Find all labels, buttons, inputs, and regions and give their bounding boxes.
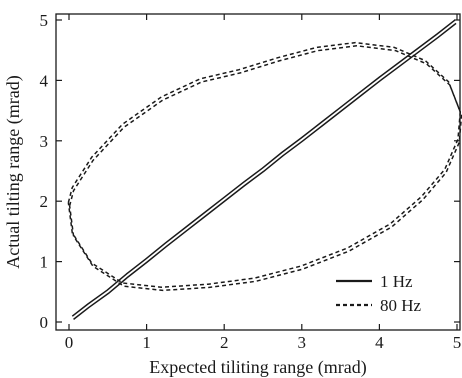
series-line-0-trace-1 xyxy=(73,22,457,320)
y-tick-label: 0 xyxy=(40,313,49,332)
x-tick-label: 4 xyxy=(375,333,384,352)
y-tick-label: 1 xyxy=(40,253,49,272)
y-tick-label: 2 xyxy=(40,192,49,211)
legend-label-1hz: 1 Hz xyxy=(380,272,413,291)
legend-label-80hz: 80 Hz xyxy=(380,296,422,315)
x-tick-label: 5 xyxy=(453,333,462,352)
series-1-hz xyxy=(71,19,457,320)
y-axis-title: Actual tilting range (mrad) xyxy=(3,75,24,268)
axis-tick-labels: 0 1 2 3 4 5 0 1 2 3 4 5 xyxy=(40,11,462,352)
series-line-0-trace-0 xyxy=(71,19,456,317)
series-line-1-trace-0 xyxy=(67,41,462,288)
y-tick-label: 4 xyxy=(40,71,49,90)
y-tick-label: 3 xyxy=(40,132,49,151)
x-tick-label: 2 xyxy=(220,333,229,352)
legend: 1 Hz 80 Hz xyxy=(336,272,422,315)
x-tick-label: 0 xyxy=(65,333,74,352)
series-line-1-trace-1 xyxy=(68,45,462,292)
plot-frame xyxy=(55,13,461,331)
y-tick-label: 5 xyxy=(40,11,49,30)
x-tick-label: 1 xyxy=(142,333,151,352)
x-tick-label: 3 xyxy=(298,333,307,352)
axis-ticks xyxy=(56,14,460,330)
x-axis-title: Expected tiliting range (mrad) xyxy=(149,357,366,378)
